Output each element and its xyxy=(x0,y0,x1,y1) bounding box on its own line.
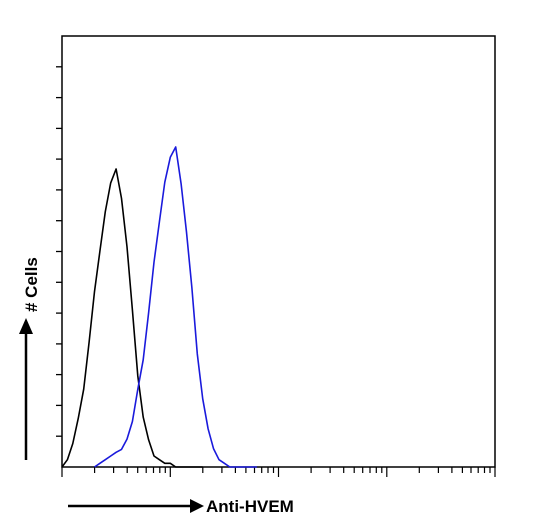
plot-frame xyxy=(61,35,496,468)
x-axis-ticks xyxy=(61,467,496,477)
series-layer xyxy=(61,146,257,468)
x-axis-arrow-head xyxy=(190,499,204,513)
series-line-blue xyxy=(94,146,257,468)
y-axis-label: # Cells xyxy=(22,257,41,312)
x-axis-label: Anti-HVEM xyxy=(206,497,294,516)
y-axis-ticks xyxy=(56,66,62,437)
y-axis-arrow-head xyxy=(19,318,33,334)
series-line-black xyxy=(61,168,203,468)
